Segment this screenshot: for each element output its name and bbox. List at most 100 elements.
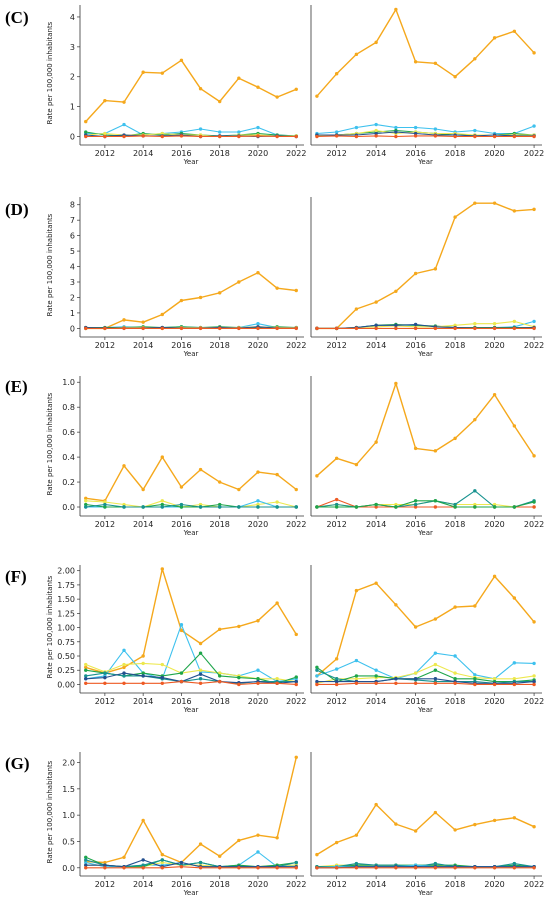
data-point-teal	[103, 502, 107, 507]
data-point-yellow	[413, 671, 418, 675]
data-point-green	[334, 505, 339, 509]
y-tick-label: 1.5	[62, 785, 75, 794]
data-point-red	[218, 326, 222, 331]
x-tick-label: 2016	[171, 149, 191, 158]
series-line-orange	[85, 568, 297, 674]
data-point-navy	[334, 679, 339, 684]
x-axis-label: Year	[183, 350, 199, 358]
data-point-orange	[198, 641, 203, 646]
data-point-green	[160, 502, 164, 507]
data-point-yellow	[374, 128, 378, 133]
data-point-green	[218, 502, 222, 507]
data-point-cyan	[122, 648, 126, 653]
data-point-yellow	[453, 671, 457, 675]
data-point-green	[84, 502, 88, 507]
data-point-green	[179, 505, 184, 509]
data-point-orange	[84, 665, 88, 670]
series-line-green	[316, 500, 535, 508]
x-tick-label: 2020	[484, 697, 504, 706]
data-point-orange	[334, 657, 339, 661]
data-point-red	[334, 497, 339, 502]
data-point-yellow	[433, 662, 438, 667]
x-tick-label: 2018	[445, 697, 465, 706]
data-point-red	[394, 681, 398, 686]
x-tick-label: 2012	[95, 149, 115, 158]
data-point-orange	[492, 393, 497, 397]
series-line-green	[316, 666, 535, 683]
data-point-orange	[492, 574, 497, 579]
x-tick-label: 2012	[326, 697, 346, 706]
data-point-navy	[179, 860, 184, 865]
y-axis-label: Rate per 100,000 inhabitants	[46, 760, 54, 863]
data-point-red	[354, 866, 359, 870]
data-point-red	[433, 505, 438, 509]
data-point-orange	[237, 624, 241, 629]
y-tick-label: 0.00	[57, 680, 75, 689]
data-point-red	[237, 326, 241, 331]
data-point-orange	[512, 29, 517, 34]
x-tick-label: 2018	[445, 520, 465, 529]
data-point-red	[473, 682, 477, 687]
x-tick-label: 2012	[326, 149, 346, 158]
data-point-red	[453, 134, 457, 139]
data-point-yellow	[492, 502, 497, 507]
data-point-red	[433, 134, 438, 138]
data-point-red	[334, 326, 339, 331]
data-point-red	[198, 681, 203, 686]
series-line-red	[85, 135, 297, 138]
data-point-red	[160, 134, 164, 139]
data-point-yellow	[394, 502, 398, 507]
data-point-yellow	[160, 499, 164, 503]
chart-panel-f-right: 2012 2014 2016 2018 2020 2022 Year	[310, 565, 544, 714]
data-point-orange	[294, 632, 298, 637]
data-point-navy	[122, 671, 126, 675]
data-point-red	[84, 866, 88, 870]
data-point-red	[179, 865, 184, 869]
data-point-red	[512, 682, 517, 687]
data-point-red	[433, 681, 438, 686]
y-axis-label: Rate per 100,000 inhabitants	[46, 21, 54, 124]
panel-label: (C)	[5, 8, 29, 27]
data-point-orange	[294, 755, 298, 759]
data-point-red	[122, 326, 126, 331]
series-line-navy	[316, 866, 535, 869]
data-point-red	[84, 134, 88, 139]
data-point-orange	[413, 625, 418, 629]
x-tick-label: 2014	[366, 880, 386, 889]
data-point-orange	[141, 320, 145, 324]
y-tick-label: 1.00	[57, 624, 75, 633]
data-point-red	[532, 866, 536, 870]
data-point-red	[103, 326, 107, 331]
data-point-red	[198, 866, 203, 870]
data-point-red	[294, 326, 298, 331]
x-tick-label: 2018	[445, 880, 465, 889]
data-point-red	[122, 866, 126, 870]
data-point-orange	[141, 818, 145, 823]
data-point-orange	[453, 75, 457, 79]
x-axis-label: Year	[183, 706, 199, 714]
data-point-orange	[532, 454, 536, 458]
data-point-orange	[512, 596, 517, 600]
x-tick-label: 2016	[171, 341, 191, 350]
data-point-green	[218, 674, 222, 678]
x-tick-label: 2014	[133, 880, 153, 889]
y-tick-label: 4	[70, 263, 75, 272]
data-point-orange	[198, 295, 203, 300]
data-point-navy	[294, 679, 298, 684]
data-point-orange	[237, 280, 241, 284]
data-point-orange	[103, 98, 107, 103]
data-point-yellow	[492, 322, 497, 326]
x-tick-label: 2012	[326, 520, 346, 529]
x-axis-label: Year	[417, 889, 433, 897]
data-point-red	[237, 134, 241, 139]
series-line-cyan	[316, 124, 535, 135]
x-tick-label: 2020	[248, 520, 268, 529]
x-tick-label: 2014	[366, 697, 386, 706]
data-point-orange	[103, 860, 107, 865]
y-tick-label: 0.25	[57, 666, 75, 675]
data-point-orange	[198, 842, 203, 846]
x-tick-label: 2014	[133, 149, 153, 158]
y-axis-label: Rate per 100,000 inhabitants	[46, 213, 54, 316]
data-point-orange	[160, 567, 164, 571]
series-line-orange	[316, 202, 535, 330]
